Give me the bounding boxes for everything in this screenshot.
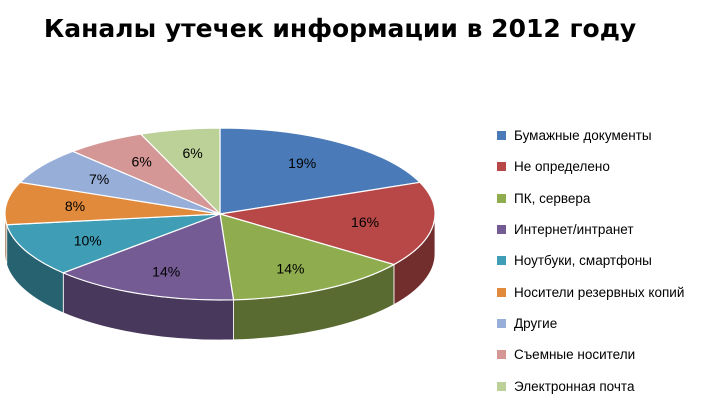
legend-item-бумажные-документы: Бумажные документы [497,120,684,151]
legend-item-пк-сервера: ПК, сервера [497,183,684,214]
legend-swatch-ноутбуки-смартфоны [497,256,506,266]
legend-label-съемные-носители: Съемные носители [514,347,636,363]
pie-slices [4,127,436,301]
legend-label-электронная-почта: Электронная почта [514,378,635,394]
data-label-интернет-интранет: 14% [152,264,180,280]
data-label-электронная-почта: 6% [182,145,202,161]
data-label-не-определено: 16% [351,214,379,230]
legend-swatch-бумажные-документы [497,131,506,141]
chart-title: Каналы утечек информации в 2012 году [43,14,637,43]
data-label-ноутбуки-смартфоны: 10% [74,232,102,248]
legend-item-съемные-носители: Съемные носители [497,339,684,370]
pie-data-labels: 19% 16% 14% 14% 10% 8%7% 6% 6% [65,145,379,279]
legend-label-не-определено: Не определено [514,159,610,175]
legend-label-другие: Другие [514,315,558,331]
legend-swatch-не-определено [497,162,506,172]
legend-swatch-съемные-носители [497,350,506,360]
pie-chart: 19% 16% 14% 14% 10% 8%7% 6% 6% [4,127,436,341]
pie-slice-электронная-почта [139,127,221,216]
legend-item-не-определено: Не определено [497,151,684,182]
pie-slice-интернет-интранет [61,213,235,301]
data-label-другие: 7% [89,171,109,187]
legend-item-носители-резервных-копий: Носители резервных копий [497,276,684,307]
legend-swatch-электронная-почта [497,381,506,391]
data-label-носители-резервных-копий: 8% [65,198,85,214]
pie-slice-носители-резервных-копий [4,181,221,226]
legend-item-ноутбуки-смартфоны: Ноутбуки, смартфоны [497,245,684,276]
pie-slice-бумажные-документы [219,127,422,215]
legend-label-бумажные-документы: Бумажные документы [514,128,652,144]
pie-slice-пк-сервера [219,213,396,301]
data-label-бумажные-документы: 19% [288,155,316,171]
legend-label-ноутбуки-смартфоны: Ноутбуки, смартфоны [514,253,652,269]
legend-item-электронная-почта: Электронная почта [497,370,684,401]
data-label-пк-сервера: 14% [276,260,304,276]
chart-legend: Бумажные документы Не определено ПК, серве… [497,120,684,402]
data-label-съемные-носители: 6% [132,154,152,170]
legend-label-носители-резервных-копий: Носители резервных копий [514,284,685,300]
legend-item-другие: Другие [497,308,684,339]
legend-item-интернет-интранет: Интернет/интранет [497,214,684,245]
legend-swatch-другие [497,318,506,328]
legend-swatch-пк-сервера [497,193,506,203]
legend-swatch-интернет-интранет [497,225,506,235]
legend-swatch-носители-резервных-копий [497,287,506,297]
pie-slice-не-определено [219,181,436,266]
legend-label-интернет-интранет: Интернет/интранет [514,222,634,238]
legend-label-пк-сервера: ПК, сервера [514,190,591,206]
pie-slice-ноутбуки-смартфоны [5,213,221,274]
